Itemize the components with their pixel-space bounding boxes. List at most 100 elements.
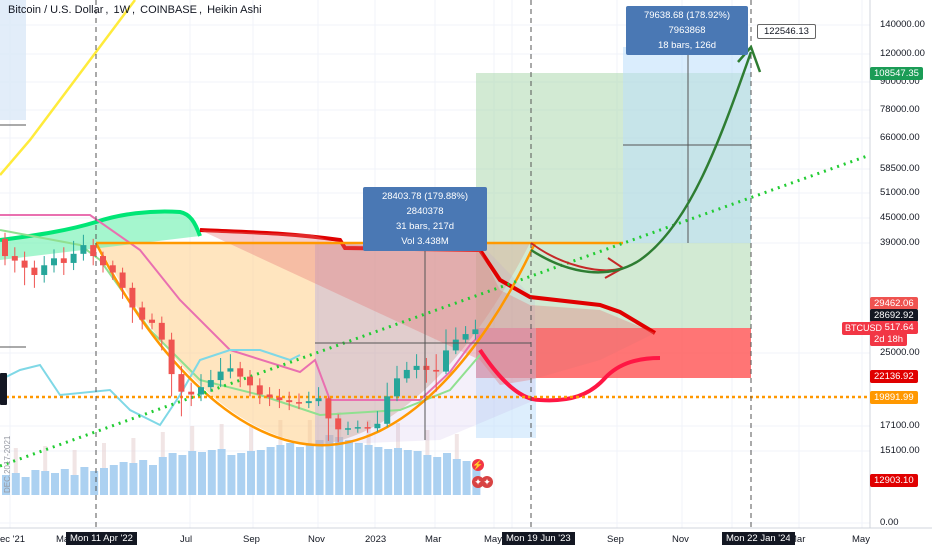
candle (100, 251, 106, 273)
candle (413, 354, 420, 379)
candle (2, 232, 8, 266)
candle (90, 238, 97, 266)
volume-bar (425, 430, 430, 455)
volume-bar (433, 457, 442, 495)
volume-bar (139, 460, 148, 495)
volume-bar (364, 445, 373, 495)
candle-body (462, 334, 469, 340)
candle-body (207, 380, 214, 388)
candle-body (80, 245, 87, 254)
volume-bar (276, 445, 285, 495)
volume-bar (247, 451, 255, 495)
candle (139, 301, 146, 330)
candle (129, 282, 136, 323)
candle (305, 391, 312, 409)
range-info-long: 79638.68 (178.92%) 7963868 18 bars, 126d (626, 6, 748, 55)
volume-bar (454, 434, 459, 459)
candle-body (70, 253, 77, 263)
chart-style-label: Heikin Ashi (207, 4, 262, 16)
candle-body (315, 398, 322, 402)
price-tick: 15100.00 (880, 445, 920, 456)
time-tick: Mon 11 Apr '22 (66, 532, 137, 545)
volume-bar (374, 447, 383, 495)
chart-legend[interactable]: Bitcoin / U.S. Dollar, 1W, COINBASE, Hei… (8, 4, 262, 16)
candle (11, 247, 18, 273)
volume-bar (2, 475, 10, 495)
time-tick: Mon 22 Jan '24 (722, 532, 795, 545)
candle (394, 365, 400, 402)
volume-bar (462, 461, 471, 495)
candle (168, 332, 175, 397)
volume-bar (190, 426, 195, 451)
price-tick: 58500.00 (880, 163, 920, 174)
price-label: 29462.06 (870, 297, 918, 310)
candle-body (51, 258, 57, 266)
candle (41, 256, 48, 283)
price-tick: 140000.00 (880, 19, 925, 30)
side-widget[interactable]: DEC.2017-2021 (0, 373, 12, 493)
candle-body (354, 427, 361, 429)
candle-body (403, 369, 410, 379)
candle (472, 319, 479, 340)
candle-body (452, 339, 459, 351)
volume-bar (178, 455, 187, 495)
candle-body (31, 267, 38, 275)
candle (237, 361, 244, 388)
volume-bar (60, 469, 69, 495)
volume-bar (129, 463, 138, 495)
price-label: 108547.35 (870, 67, 923, 80)
price-label: 19891.99 (870, 391, 918, 404)
candle-body (423, 365, 430, 370)
volume-bar (345, 440, 353, 495)
time-tick: 2023 (365, 534, 387, 545)
candle (335, 414, 342, 443)
candle (70, 240, 77, 271)
candle-body (100, 256, 106, 266)
candle (158, 316, 165, 351)
volume-bar (188, 451, 197, 495)
candle (443, 329, 449, 375)
range-info-line: 79638.68 (178.92%) 7963868 (643, 10, 731, 36)
candle-body (139, 307, 146, 320)
price-label: 22136.92 (870, 370, 918, 383)
candle (354, 420, 361, 433)
price-tick: 90000.00 (880, 76, 920, 87)
volume-bar (43, 446, 48, 471)
target-price-callout[interactable]: 122546.13 (757, 24, 816, 39)
candle (227, 354, 234, 379)
candle-body (286, 400, 293, 403)
lightning-icon[interactable]: ⚡ (472, 459, 484, 471)
projection-path (530, 44, 762, 279)
candle (178, 365, 185, 417)
volume-bar (168, 453, 177, 495)
flag-icon[interactable]: ✦ (481, 476, 493, 488)
candle-body (217, 371, 224, 381)
volume-bar (305, 445, 314, 495)
volume-bar (394, 448, 402, 495)
candle-body (198, 387, 204, 395)
candle (247, 369, 253, 397)
date-markers (95, 0, 752, 528)
measurement-arrows (0, 47, 751, 440)
candle (296, 393, 302, 410)
volume-bar (266, 447, 275, 495)
candle (266, 387, 273, 407)
volume-bar (396, 423, 400, 448)
time-tick: Ma (56, 534, 70, 545)
range-info-short: 28403.78 (179.88%) 2840378 31 bars, 217d… (363, 187, 487, 251)
candle-body (384, 396, 391, 424)
price-tick: 25000.00 (880, 347, 920, 358)
volume-bar (109, 465, 118, 495)
candle (149, 313, 155, 330)
volume-bar (413, 451, 422, 495)
volume-bar (11, 473, 20, 495)
volume-bar (366, 420, 371, 445)
range-info-line: 31 bars, 217d (395, 221, 455, 232)
ichimoku-cloud (0, 209, 661, 403)
volume-bar (237, 453, 246, 495)
candle (315, 387, 322, 407)
candle-body (433, 369, 440, 372)
candle-body (266, 394, 273, 398)
time-tick: Sep (243, 534, 260, 545)
